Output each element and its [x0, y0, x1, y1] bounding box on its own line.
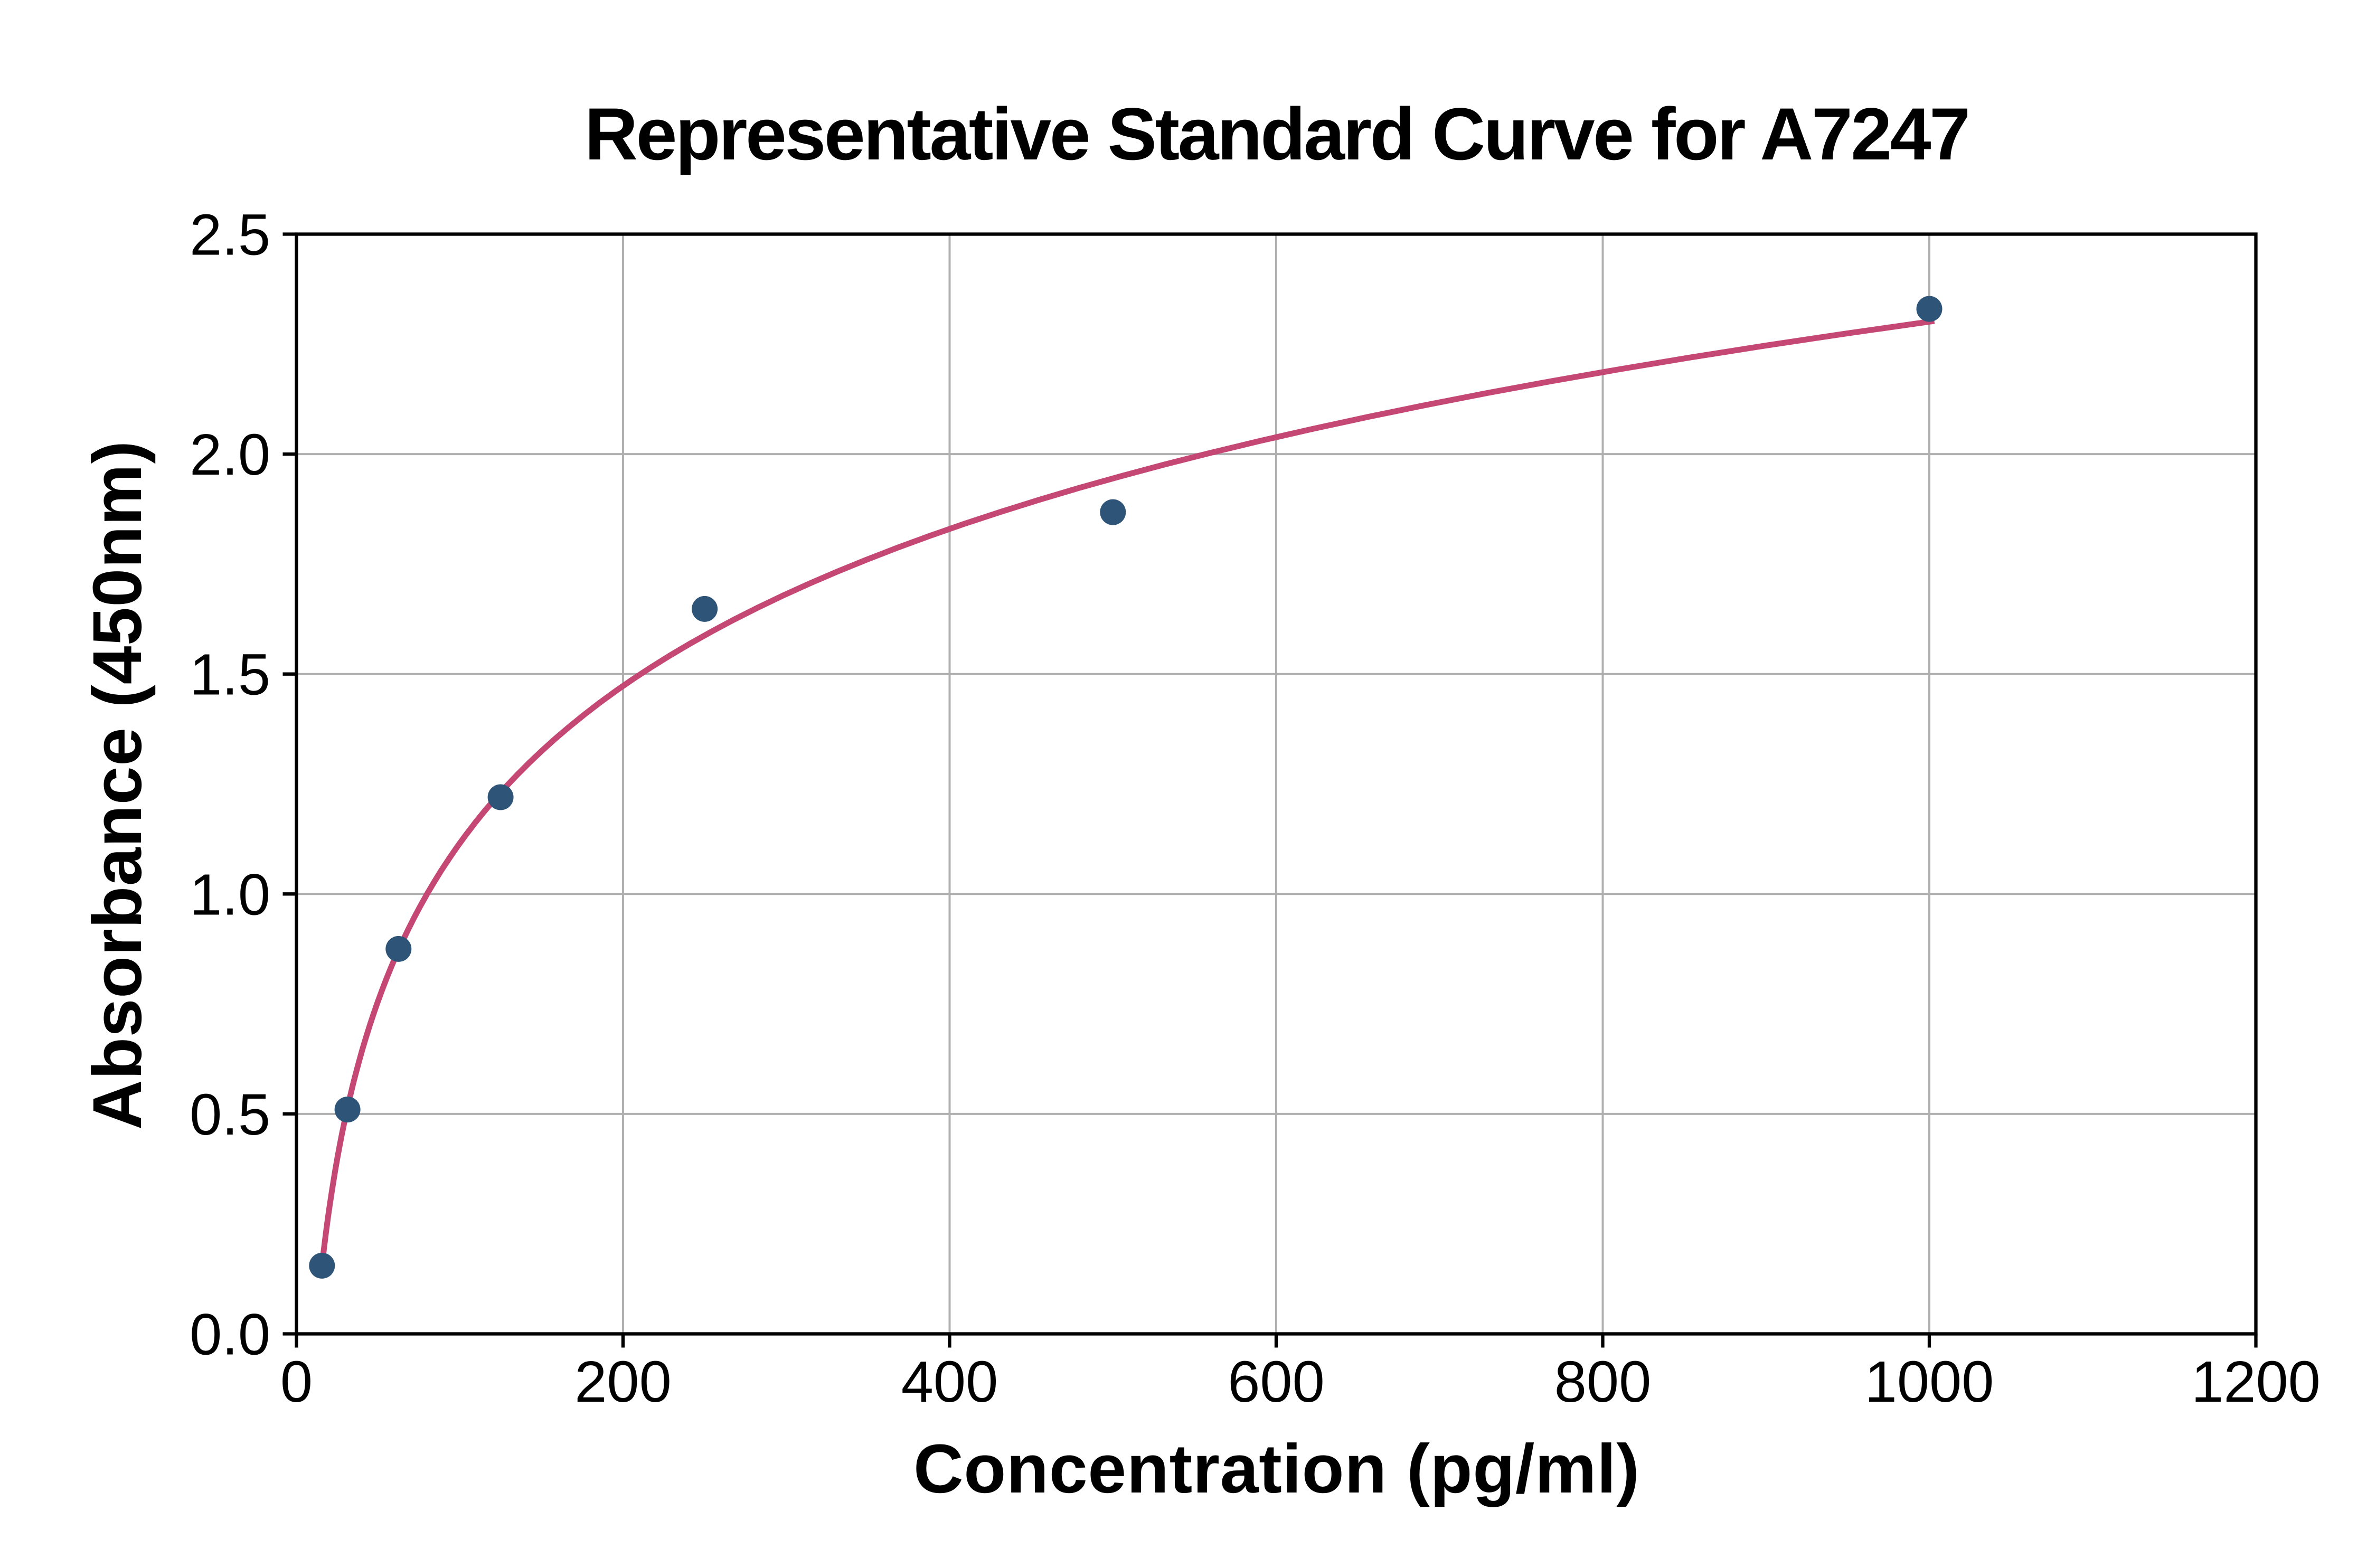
svg-text:Concentration (pg/ml): Concentration (pg/ml) [913, 1430, 1639, 1507]
svg-text:1.0: 1.0 [190, 862, 270, 927]
svg-text:0: 0 [280, 1349, 313, 1414]
svg-text:1.5: 1.5 [190, 643, 270, 707]
svg-text:600: 600 [1228, 1349, 1325, 1414]
svg-text:Absorbance (450nm): Absorbance (450nm) [78, 441, 156, 1130]
svg-text:400: 400 [901, 1349, 998, 1414]
svg-text:0.0: 0.0 [190, 1302, 270, 1367]
svg-text:1000: 1000 [1865, 1349, 1994, 1414]
svg-text:2.0: 2.0 [190, 422, 270, 487]
svg-text:Representative Standard Curve: Representative Standard Curve for A7247 [584, 92, 1970, 175]
svg-text:2.5: 2.5 [190, 203, 270, 268]
svg-text:800: 800 [1554, 1349, 1652, 1414]
svg-text:1200: 1200 [2191, 1349, 2321, 1414]
svg-text:200: 200 [574, 1349, 672, 1414]
svg-text:0.5: 0.5 [190, 1082, 270, 1147]
